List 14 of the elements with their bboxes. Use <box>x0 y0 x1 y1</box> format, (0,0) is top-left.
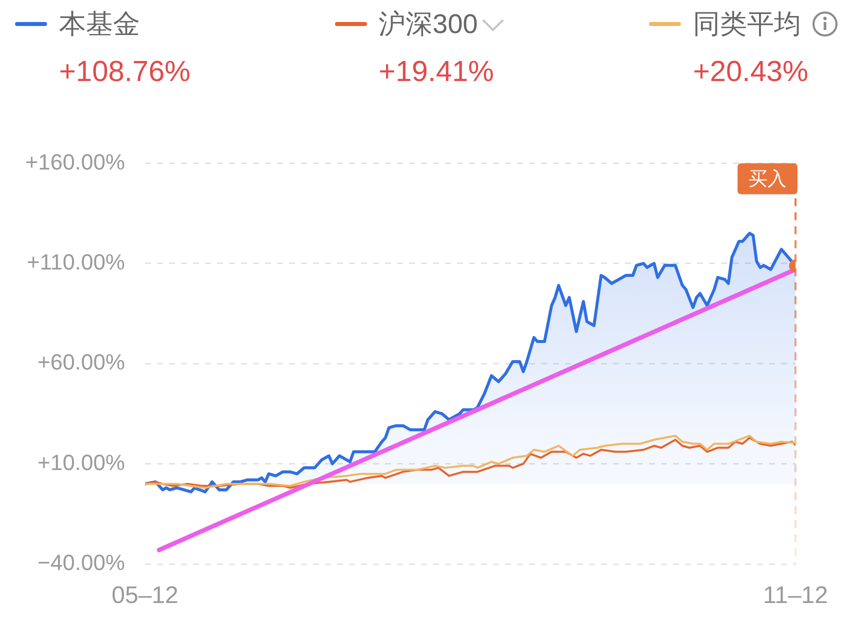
y-tick-label: +160.00% <box>25 149 125 174</box>
y-tick-label: +60.00% <box>38 350 125 375</box>
text: +20.43% <box>692 56 810 88</box>
legend-label: 沪深300 <box>378 8 478 41</box>
y-tick-label: +110.00% <box>26 249 125 274</box>
y-tick-label: −40.00% <box>38 550 125 576</box>
x-tick-label: 05–12 <box>112 582 178 610</box>
text: +108.76% <box>59 56 190 88</box>
x-tick-label: 11–12 <box>763 582 828 610</box>
legend-label: 本基金 <box>59 8 140 41</box>
y-tick-label: +10.00% <box>38 450 125 475</box>
ref-line-label: 买入 <box>748 168 787 190</box>
legend-label: 同类平均 <box>692 8 801 41</box>
text: +19.41% <box>378 56 495 88</box>
